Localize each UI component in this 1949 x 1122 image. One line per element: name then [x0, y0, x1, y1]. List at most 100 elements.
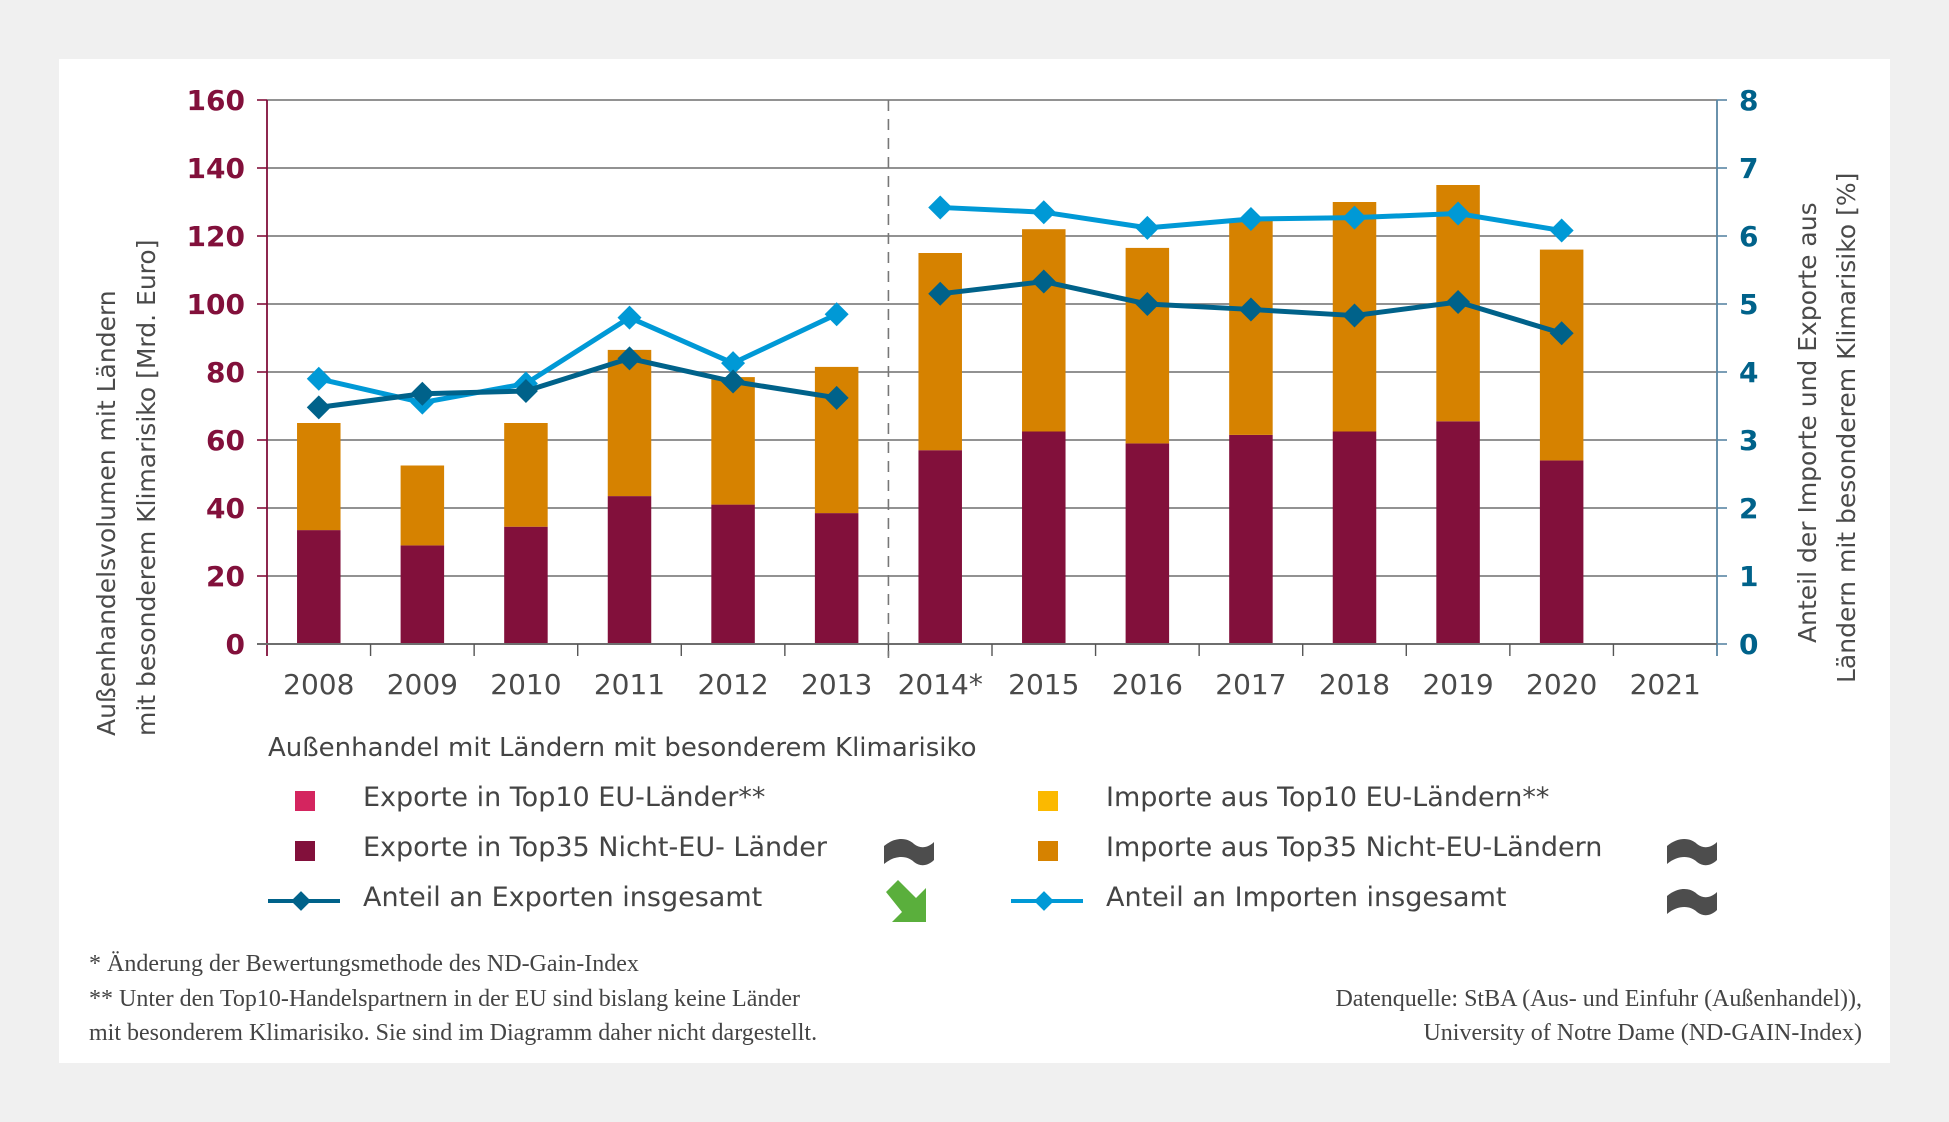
tilde-icon	[884, 839, 934, 866]
footnote-2b: mit besonderem Klimarisiko. Sie sind im …	[89, 1020, 818, 1046]
legend-title: Außenhandel mit Ländern mit besonderem K…	[268, 733, 977, 763]
y-left-tick-label: 120	[187, 220, 245, 253]
x-tick-label: 2020	[1526, 668, 1597, 701]
marker-import-share-2017	[1238, 207, 1263, 231]
marker-export-share-2019	[1446, 289, 1471, 314]
legend-line-marker	[1011, 891, 1083, 911]
marker-import-share-2019	[1446, 201, 1471, 226]
legend-swatch	[1038, 791, 1058, 811]
y-left-title-line1: Außenhandelsvolumen mit Ländern	[92, 290, 121, 736]
legend-label: Exporte in Top35 Nicht-EU- Länder	[363, 832, 827, 863]
chart-panel	[59, 59, 1890, 1063]
marker-import-share-2018	[1342, 205, 1367, 230]
marker-export-share-2016	[1135, 292, 1160, 316]
y-right-tick-label: 3	[1739, 424, 1758, 457]
bar-imports-2010	[504, 423, 548, 527]
x-tick-label: 2013	[801, 668, 872, 701]
marker-import-share-2008	[306, 366, 331, 391]
y-left-tick-label: 20	[206, 560, 245, 593]
bar-exports-2008	[297, 530, 341, 644]
footnote-1: * Änderung der Bewertungsmethode des ND-…	[89, 951, 639, 977]
marker-export-share-2010	[513, 379, 538, 404]
x-tick-label: 2010	[490, 668, 561, 701]
x-tick-label: 2008	[283, 668, 354, 701]
bar-exports-2012	[711, 504, 755, 644]
marker-import-share-2020	[1549, 218, 1574, 243]
marker-export-share-2009	[410, 381, 435, 406]
bar-exports-2017	[1229, 434, 1273, 644]
y-right-tick-label: 0	[1739, 628, 1758, 661]
legend-item-imports-eu: Importe aus Top10 EU-Ländern**	[1038, 782, 1549, 818]
line-export-share	[318, 355, 838, 410]
x-tick-label: 2019	[1422, 668, 1493, 701]
y-left-tick-label: 160	[187, 84, 245, 117]
legend-item-imports-noneu: Importe aus Top35 Nicht-EU-Ländern	[1038, 832, 1602, 868]
bar-exports-2011	[607, 496, 652, 644]
y-right-tick-label: 5	[1739, 288, 1758, 321]
y-right-tick-label: 7	[1739, 152, 1758, 185]
legend-label: Importe aus Top10 EU-Ländern**	[1106, 782, 1550, 813]
bar-exports-2016	[1125, 443, 1170, 644]
legend-label: Exporte in Top10 EU-Länder**	[363, 782, 766, 813]
bar-exports-2015	[1022, 431, 1066, 644]
marker-export-share-2018	[1342, 303, 1367, 328]
legend-item-import-share: Anteil an Importen insgesamt	[1011, 882, 1506, 918]
y-left-tick-label: 100	[187, 288, 245, 321]
bar-imports-2009	[400, 465, 445, 546]
arrow-down-right-icon	[886, 880, 926, 922]
x-tick-label: 2011	[594, 668, 665, 701]
marker-export-share-2020	[1549, 321, 1574, 346]
marker-export-share-2011	[617, 346, 642, 371]
tilde-icon	[1667, 889, 1717, 916]
marker-export-share-2012	[721, 369, 746, 394]
x-tick-label: 2016	[1112, 668, 1183, 701]
marker-import-share-2016	[1135, 215, 1160, 240]
tick-labels: 0 20 40 60 80 100 120 140 160 0 1 2 3 4 5 6 7 8 2008 2009 20…	[187, 84, 1759, 701]
marker-import-share-2012	[721, 351, 746, 376]
tilde-icon	[1667, 839, 1717, 866]
bar-imports-2012	[711, 377, 755, 505]
legend-label: Importe aus Top35 Nicht-EU-Ländern	[1106, 832, 1603, 863]
footnote-2a: ** Unter den Top10-Handelspartnern in de…	[89, 986, 801, 1012]
x-tick-label: 2009	[387, 668, 458, 701]
legend-line-marker	[268, 891, 340, 911]
bar-exports-2018	[1332, 431, 1377, 644]
bars	[297, 185, 1584, 644]
bar-imports-2016	[1125, 247, 1170, 444]
bar-imports-2008	[297, 423, 341, 531]
bar-exports-2010	[504, 526, 548, 644]
y-right-tick-label: 8	[1739, 84, 1758, 117]
x-tick-label: 2017	[1215, 668, 1286, 701]
marker-import-share-2013	[824, 302, 849, 327]
x-tick-label: 2018	[1319, 668, 1390, 701]
y-right-tick-label: 4	[1739, 356, 1758, 389]
legend-item-exports-eu: Exporte in Top10 EU-Länder**	[295, 782, 765, 818]
marker-export-share-2015	[1031, 269, 1056, 294]
source-line-1: Datenquelle: StBA (Aus- und Einfuhr (Auß…	[1335, 986, 1862, 1012]
legend-label: Anteil an Importen insgesamt	[1106, 882, 1507, 913]
x-tick-label: 2021	[1630, 668, 1701, 701]
bar-imports-2015	[1022, 229, 1066, 432]
y-axis-left-title: Außenhandelsvolumen mit Ländern mit beso…	[88, 90, 168, 736]
legend-swatch	[1038, 841, 1058, 861]
bar-imports-2011	[607, 349, 652, 497]
bar-exports-2013	[814, 513, 859, 644]
line-import-share	[318, 311, 838, 406]
y-right-tick-label: 6	[1739, 220, 1758, 253]
legend-item-export-share: Anteil an Exporten insgesamt	[268, 882, 762, 918]
legend-swatch	[295, 841, 315, 861]
bar-imports-2017	[1229, 219, 1273, 435]
marker-export-share-2014*	[928, 281, 953, 306]
bar-exports-2019	[1436, 421, 1480, 644]
legend-item-exports-noneu: Exporte in Top35 Nicht-EU- Länder	[295, 832, 827, 868]
x-tick-label: 2015	[1008, 668, 1079, 701]
y-left-tick-label: 140	[187, 152, 245, 185]
legend-label: Anteil an Exporten insgesamt	[363, 882, 763, 913]
bar-exports-2020	[1539, 460, 1584, 644]
y-left-tick-label: 40	[206, 492, 245, 525]
y-left-tick-label: 80	[206, 356, 245, 389]
source-line-2: University of Notre Dame (ND-GAIN-Index)	[1423, 1020, 1862, 1046]
lines	[306, 195, 1574, 420]
bar-imports-2020	[1539, 249, 1584, 461]
